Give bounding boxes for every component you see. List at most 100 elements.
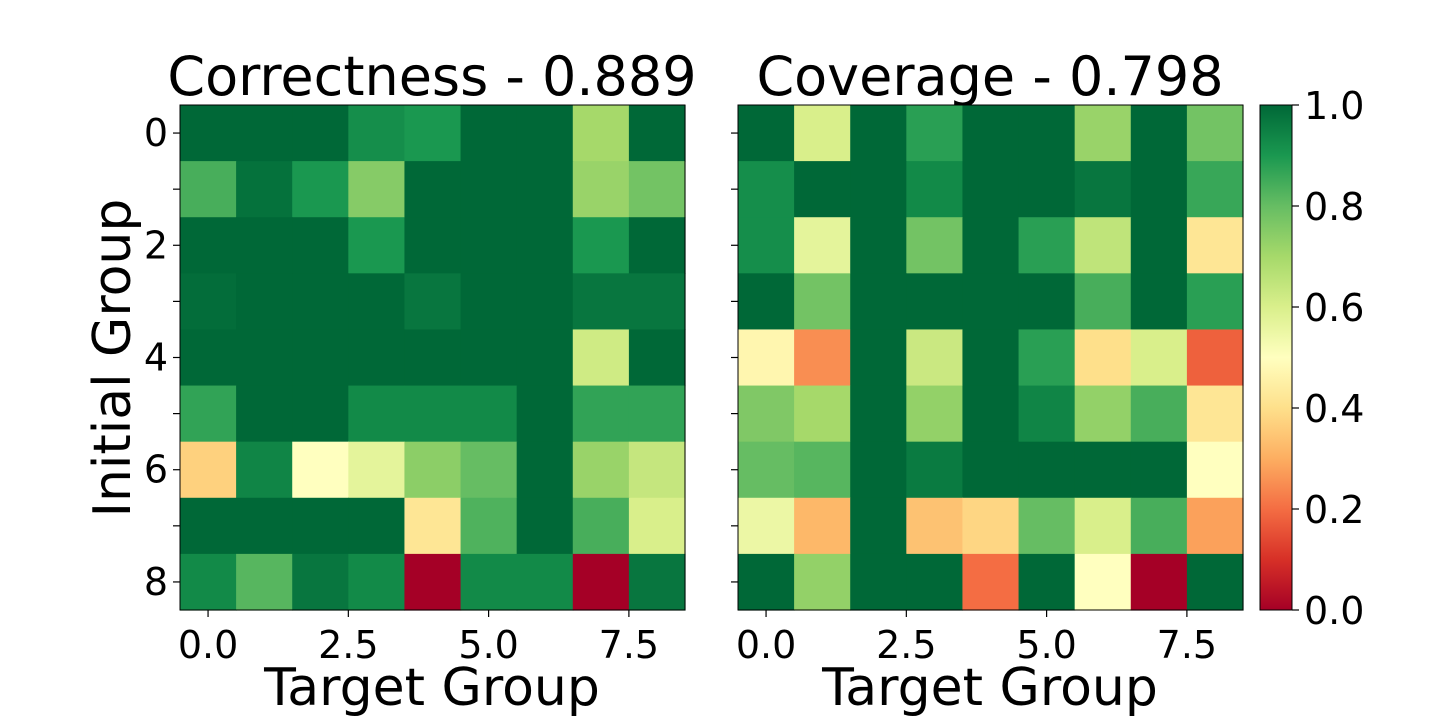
x-tick-label: 5.0 xyxy=(1016,623,1076,667)
heatmap-cell xyxy=(348,217,406,274)
heatmap-cell xyxy=(628,385,686,443)
x-tick-label: 7.5 xyxy=(599,623,659,667)
heatmap-cell xyxy=(1186,217,1244,274)
heatmap-cell xyxy=(1186,385,1244,443)
heatmap-cell xyxy=(516,441,574,499)
heatmap-cell xyxy=(962,497,1020,555)
heatmap-cell xyxy=(1074,385,1132,443)
colorbar-tick-label: 0.2 xyxy=(1304,488,1364,532)
heatmap-cell xyxy=(738,217,795,274)
heatmap-cell xyxy=(794,273,851,331)
heatmap-cell xyxy=(1018,553,1076,611)
heatmap-cell xyxy=(850,105,907,162)
heatmap-cell xyxy=(794,385,851,443)
heatmap-cell xyxy=(348,385,406,443)
y-tick-label: 6 xyxy=(144,448,168,492)
heatmap-cell xyxy=(1074,273,1132,331)
heatmap-cell xyxy=(738,105,795,162)
heatmap-cell xyxy=(738,273,795,331)
heatmap-cell xyxy=(1018,329,1076,387)
heatmap-cell xyxy=(292,497,349,555)
heatmap-cell xyxy=(906,329,964,387)
heatmap-cell xyxy=(1074,329,1132,387)
heatmap-panel-1: 0.0 2.5 5.0 7.5 xyxy=(731,104,1244,667)
heatmap-cell xyxy=(292,161,349,218)
heatmap-cell xyxy=(572,385,630,443)
heatmap-cell xyxy=(180,217,237,274)
heatmap-cell xyxy=(1130,329,1188,387)
heatmap-cell xyxy=(236,217,293,274)
heatmap-cell xyxy=(460,161,518,218)
heatmap-cell xyxy=(572,161,630,218)
heatmap-cell xyxy=(404,161,462,218)
heatmap-cell xyxy=(962,105,1020,162)
heatmap-cell xyxy=(628,105,686,162)
colorbar-tick-label: 0.0 xyxy=(1304,589,1364,633)
heatmap-cell xyxy=(460,441,518,499)
heatmap-cell xyxy=(348,497,406,555)
colorbar: 0.0 0.2 0.4 0.6 0.8 1.0 xyxy=(1259,84,1364,633)
heatmap-cell xyxy=(628,273,686,331)
heatmap-cell xyxy=(1186,441,1244,499)
heatmap-cell xyxy=(794,161,851,218)
heatmap-cell xyxy=(628,217,686,274)
heatmap-cell xyxy=(1130,273,1188,331)
x-tick-label: 5.0 xyxy=(458,623,518,667)
heatmap-cell xyxy=(1130,161,1188,218)
heatmap-cell xyxy=(794,553,851,611)
heatmap-cell xyxy=(180,105,237,162)
heatmap-cell xyxy=(1186,553,1244,611)
coverage-title: Coverage - 0.798 xyxy=(756,45,1223,108)
heatmap-cell xyxy=(236,329,293,387)
heatmap-cell xyxy=(1074,217,1132,274)
heatmap-cell xyxy=(460,553,518,611)
heatmap-cell xyxy=(180,553,237,611)
heatmap-cell xyxy=(460,217,518,274)
heatmap-cell xyxy=(1018,273,1076,331)
heatmap-cell xyxy=(516,217,574,274)
heatmap-cell xyxy=(794,217,851,274)
heatmap-cell xyxy=(1018,441,1076,499)
x-tick-label: 7.5 xyxy=(1157,623,1217,667)
heatmap-cell xyxy=(794,441,851,499)
heatmap-cell xyxy=(962,385,1020,443)
heatmap-cell xyxy=(1186,273,1244,331)
heatmap-cell xyxy=(628,161,686,218)
heatmap-cell xyxy=(348,105,406,162)
coverage-x-axis-label: Target Group xyxy=(821,658,1158,718)
heatmap-cell xyxy=(962,273,1020,331)
heatmap-cell xyxy=(962,329,1020,387)
heatmap-cell xyxy=(180,161,237,218)
heatmap-cell xyxy=(180,329,237,387)
heatmap-cell xyxy=(628,329,686,387)
heatmap-cell xyxy=(850,161,907,218)
heatmap-cell xyxy=(180,497,237,555)
heatmap-cell xyxy=(628,553,686,611)
heatmap-cell xyxy=(516,329,574,387)
heatmap-cell xyxy=(738,329,795,387)
heatmap-cell xyxy=(460,385,518,443)
heatmap-cell xyxy=(236,385,293,443)
heatmap-cell xyxy=(1130,105,1188,162)
heatmap-cell xyxy=(180,441,237,499)
heatmap-cell xyxy=(572,497,630,555)
heatmap-cell xyxy=(906,217,964,274)
initial-group-axis-label: Initial Group xyxy=(83,199,143,518)
heatmap-cell xyxy=(404,273,462,331)
heatmap-cell xyxy=(292,105,349,162)
heatmap-cell xyxy=(738,441,795,499)
heatmap-cell xyxy=(236,553,293,611)
y-tick-label: 0 xyxy=(144,111,168,155)
heatmap-cell xyxy=(292,329,349,387)
colorbar-tick-label: 0.6 xyxy=(1304,286,1364,330)
heatmap-cell xyxy=(738,497,795,555)
heatmap-cell xyxy=(516,553,574,611)
heatmap-panel-0: 0.0 2.5 5.0 7.5 0 2 4 6 8 xyxy=(144,104,686,667)
heatmap-cell xyxy=(962,441,1020,499)
heatmap-cell xyxy=(292,553,349,611)
colorbar-tick-label: 0.8 xyxy=(1304,185,1364,229)
heatmap-cell xyxy=(850,329,907,387)
heatmap-cell xyxy=(850,441,907,499)
heatmap-cell xyxy=(516,273,574,331)
